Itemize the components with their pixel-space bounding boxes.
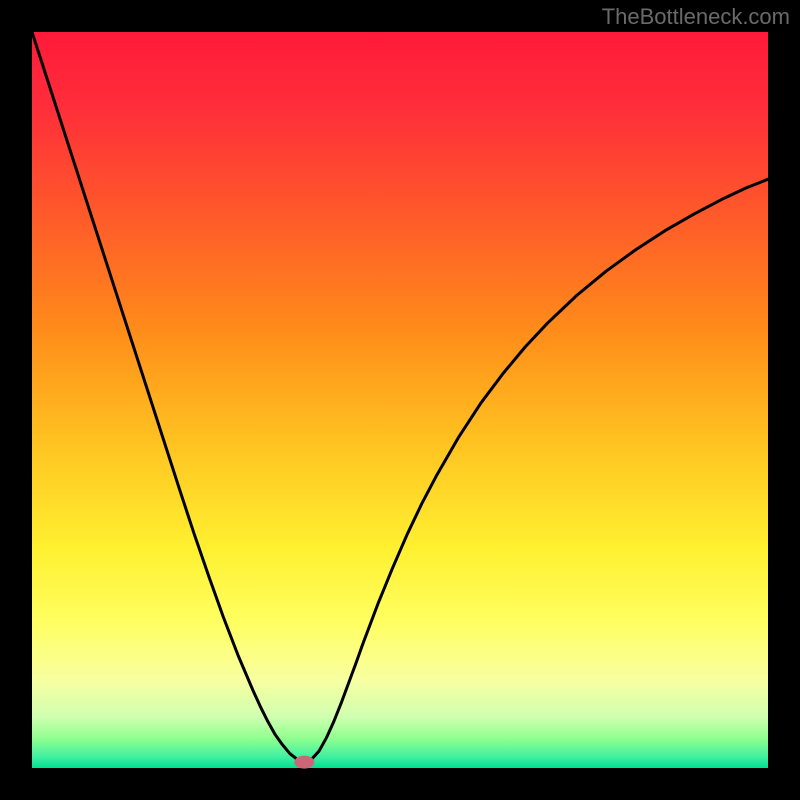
chart-container: TheBottleneck.com <box>0 0 800 800</box>
chart-svg <box>0 0 800 800</box>
watermark-text: TheBottleneck.com <box>602 4 790 30</box>
plot-background <box>32 32 768 768</box>
optimal-point-marker <box>294 756 314 769</box>
